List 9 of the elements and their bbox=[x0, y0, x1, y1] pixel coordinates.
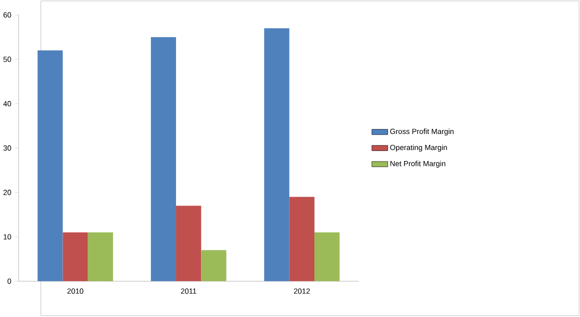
bar bbox=[62, 232, 88, 282]
bar bbox=[289, 197, 314, 282]
bar bbox=[176, 206, 202, 282]
bar bbox=[264, 28, 290, 282]
bar bbox=[201, 250, 226, 282]
bar bbox=[38, 50, 63, 282]
bar bbox=[314, 232, 340, 282]
bar bbox=[88, 232, 114, 282]
bar bbox=[150, 37, 176, 282]
